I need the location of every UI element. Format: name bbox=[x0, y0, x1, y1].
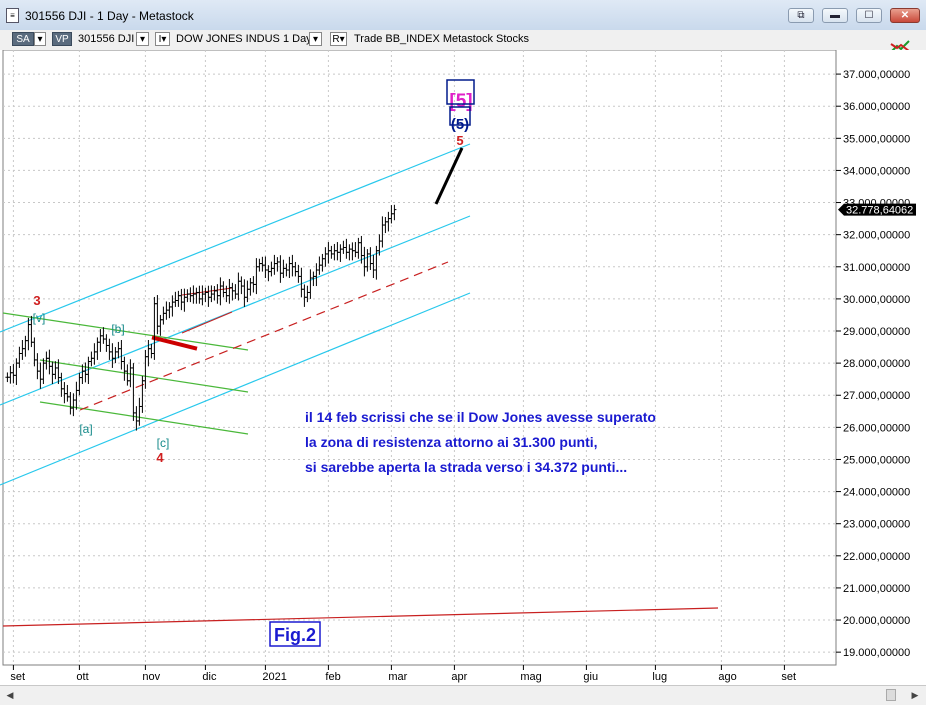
wave-label-5-bracket-box bbox=[446, 79, 475, 105]
y-tick-label: 34.000,00000 bbox=[843, 165, 910, 177]
x-tick-label: apr bbox=[451, 671, 467, 683]
resistance-line bbox=[151, 335, 198, 351]
price-bars bbox=[5, 204, 397, 431]
x-tick-label: mar bbox=[388, 671, 407, 683]
horizontal-scrollbar[interactable]: ◀ ▶ bbox=[0, 685, 926, 705]
lower-channel-line bbox=[0, 292, 471, 486]
y-tick-label: 30.000,00000 bbox=[843, 294, 910, 306]
long-term-trend-line bbox=[2, 607, 719, 627]
interval-dropdown[interactable]: I▾ bbox=[155, 32, 170, 46]
y-tick-label: 32.000,00000 bbox=[843, 230, 910, 242]
figure-label-box bbox=[269, 621, 321, 647]
wave-label-b: [b] bbox=[111, 322, 124, 336]
restore-down-button[interactable]: ⧉ bbox=[788, 8, 814, 23]
wave-label-3: 3 bbox=[33, 293, 40, 308]
x-tick-label: giu bbox=[583, 671, 598, 683]
y-tick-label: 21.000,00000 bbox=[843, 583, 910, 595]
upper-channel-line bbox=[0, 143, 471, 333]
annotation-text-line: si sarebbe aperta la strada verso i 34.3… bbox=[305, 459, 627, 475]
x-tick-label: set bbox=[781, 671, 796, 683]
wedge-lower-line bbox=[181, 311, 233, 334]
wave-label-5: 5 bbox=[456, 133, 463, 148]
y-tick-label: 26.000,00000 bbox=[843, 422, 910, 434]
toolbar-text: Trade BB_INDEX Metastock Stocks bbox=[354, 33, 530, 45]
green-channel-lower bbox=[39, 401, 249, 435]
maximize-button[interactable]: ☐ bbox=[856, 8, 882, 23]
sa-dropdown-arrow[interactable]: ▾ bbox=[34, 32, 46, 46]
x-tick-label: mag bbox=[520, 671, 541, 683]
minimize-button[interactable]: ▬ bbox=[822, 8, 848, 23]
green-channel-middle bbox=[39, 359, 249, 393]
r-dropdown[interactable]: R▾ bbox=[330, 32, 347, 46]
x-tick-label: lug bbox=[652, 671, 667, 683]
expert-advisor-icon[interactable] bbox=[889, 38, 913, 54]
y-tick-label: 29.000,00000 bbox=[843, 326, 910, 338]
x-tick-label: ott bbox=[76, 671, 88, 683]
y-tick-label: 23.000,00000 bbox=[843, 519, 910, 531]
window-title: 301556 DJI - 1 Day - Metastock bbox=[25, 9, 194, 23]
x-tick-label: nov bbox=[142, 671, 160, 683]
plot-frame bbox=[2, 50, 837, 666]
y-tick-label: 25.000,00000 bbox=[843, 454, 910, 466]
figure-label: Fig.2 bbox=[274, 625, 316, 645]
x-tick-label: set bbox=[10, 671, 25, 683]
price-chart[interactable]: 19.000,00000 20.000,00000 21.000,00000 22.0… bbox=[0, 50, 926, 685]
last-price-label: 32.778,64062 bbox=[846, 205, 913, 217]
x-tick-label: feb bbox=[325, 671, 340, 683]
y-tick-label: 24.000,00000 bbox=[843, 487, 910, 499]
y-tick-label: 37.000,00000 bbox=[843, 69, 910, 81]
wave-label-4: 4 bbox=[156, 450, 164, 465]
projection-line bbox=[434, 147, 464, 205]
symbol-dropdown[interactable]: ▾ bbox=[136, 32, 149, 46]
y-tick-label: 35.000,00000 bbox=[843, 133, 910, 145]
x-tick-label: 2021 bbox=[262, 671, 286, 683]
scroll-right-icon[interactable]: ▶ bbox=[911, 690, 919, 700]
wave-label-5-bracket: [5] bbox=[449, 91, 472, 112]
green-channel-upper bbox=[2, 312, 249, 351]
ohlc-bar bbox=[392, 204, 397, 221]
wave-label-c: [c] bbox=[157, 436, 170, 450]
x-tick-label: dic bbox=[202, 671, 217, 683]
symbol-label: 301556 DJI bbox=[78, 33, 135, 45]
wave-label-5-paren-box bbox=[449, 106, 471, 126]
y-tick-label: 36.000,00000 bbox=[843, 101, 910, 113]
y-tick-label: 27.000,00000 bbox=[843, 390, 910, 402]
chart-toolbar: SA ▾ VP 301556 DJI ▾ I▾ DOW JONES INDUS … bbox=[0, 30, 926, 53]
document-icon[interactable]: ≡ bbox=[6, 8, 19, 23]
y-tick-label: 31.000,00000 bbox=[843, 262, 910, 274]
security-description: DOW JONES INDUS 1 Day bbox=[176, 33, 312, 45]
window-titlebar: ≡ 301556 DJI - 1 Day - Metastock ⧉ ▬ ☐ ✕ bbox=[0, 0, 926, 31]
y-tick-label: 19.000,00000 bbox=[843, 647, 910, 659]
scroll-thumb[interactable] bbox=[886, 689, 896, 701]
annotation-text-line: la zona di resistenza attorno ai 31.300 … bbox=[305, 434, 598, 450]
wave-label-v: [v] bbox=[33, 311, 46, 325]
y-tick-label: 22.000,00000 bbox=[843, 551, 910, 563]
chart-area[interactable]: 19.000,00000 20.000,00000 21.000,00000 22.0… bbox=[0, 50, 926, 685]
x-tick-label: ago bbox=[718, 671, 736, 683]
scroll-left-icon[interactable]: ◀ bbox=[6, 690, 14, 700]
vp-button[interactable]: VP bbox=[52, 32, 72, 46]
sa-button[interactable]: SA bbox=[12, 32, 34, 46]
wave-label-a: [a] bbox=[79, 422, 92, 436]
close-button[interactable]: ✕ bbox=[890, 8, 920, 23]
middle-channel-line bbox=[0, 215, 471, 406]
periodicity-dropdown[interactable]: ▾ bbox=[309, 32, 322, 46]
annotation-text-line: il 14 feb scrissi che se il Dow Jones av… bbox=[305, 409, 656, 425]
y-tick-label: 20.000,00000 bbox=[843, 615, 910, 627]
last-price-marker bbox=[838, 203, 916, 216]
red-trend-line bbox=[79, 261, 449, 411]
y-tick-label: 28.000,00000 bbox=[843, 358, 910, 370]
